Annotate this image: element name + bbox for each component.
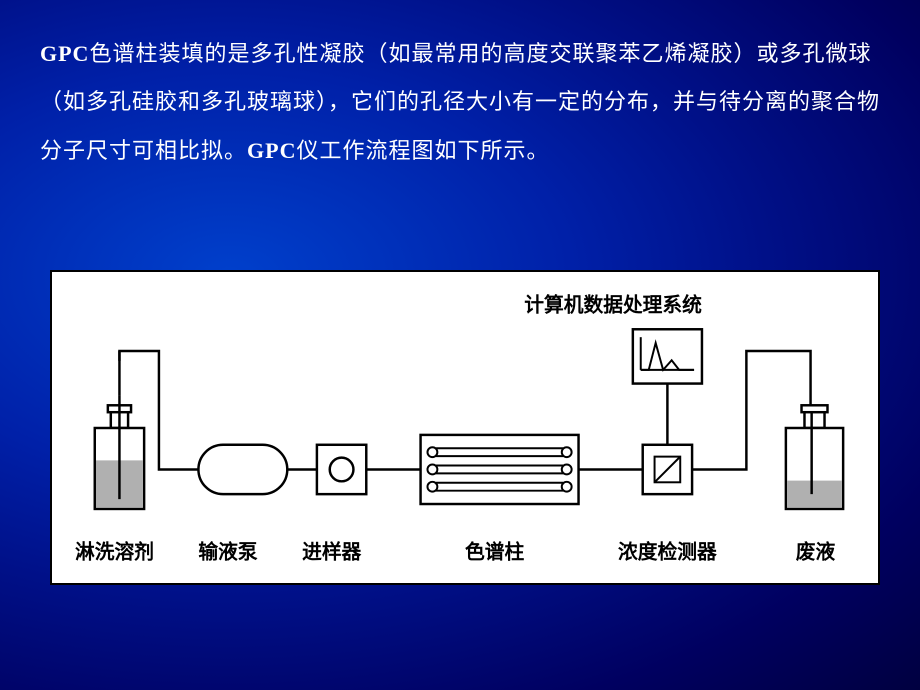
pump <box>198 445 287 494</box>
computer-display <box>633 329 702 383</box>
column <box>421 435 579 504</box>
waste-bottle <box>786 405 843 509</box>
gpc-suffix: GPC <box>247 138 296 163</box>
para-part2: 仪工作流程图如下所示。 <box>296 138 549 163</box>
solvent-bottle-label: 淋洗溶剂 <box>75 540 154 563</box>
detector-label: 浓度检测器 <box>618 540 717 563</box>
solvent-bottle <box>95 351 144 509</box>
waste-bottle-label: 废液 <box>796 540 836 563</box>
injector <box>317 445 366 494</box>
slide-paragraph: GPC色谱柱装填的是多孔性凝胶（如最常用的高度交联聚苯乙烯凝胶）或多孔微球（如多… <box>0 0 920 195</box>
detector <box>643 445 692 494</box>
column-label: 色谱柱 <box>465 540 524 563</box>
diagram-svg: 计算机数据处理系统淋洗溶剂 输液泵 进样器 色谱柱 浓度检测器 废液 <box>52 272 878 583</box>
gpc-prefix: GPC <box>40 41 89 66</box>
labels-group: 计算机数据处理系统淋洗溶剂 输液泵 进样器 色谱柱 浓度检测器 废液 <box>75 293 835 563</box>
nodes-group <box>95 329 843 509</box>
injector-label: 进样器 <box>302 540 361 563</box>
diagram-title: 计算机数据处理系统 <box>524 293 702 316</box>
pump-label: 输液泵 <box>198 540 257 563</box>
flowchart-diagram: 计算机数据处理系统淋洗溶剂 输液泵 进样器 色谱柱 浓度检测器 废液 <box>50 270 880 585</box>
